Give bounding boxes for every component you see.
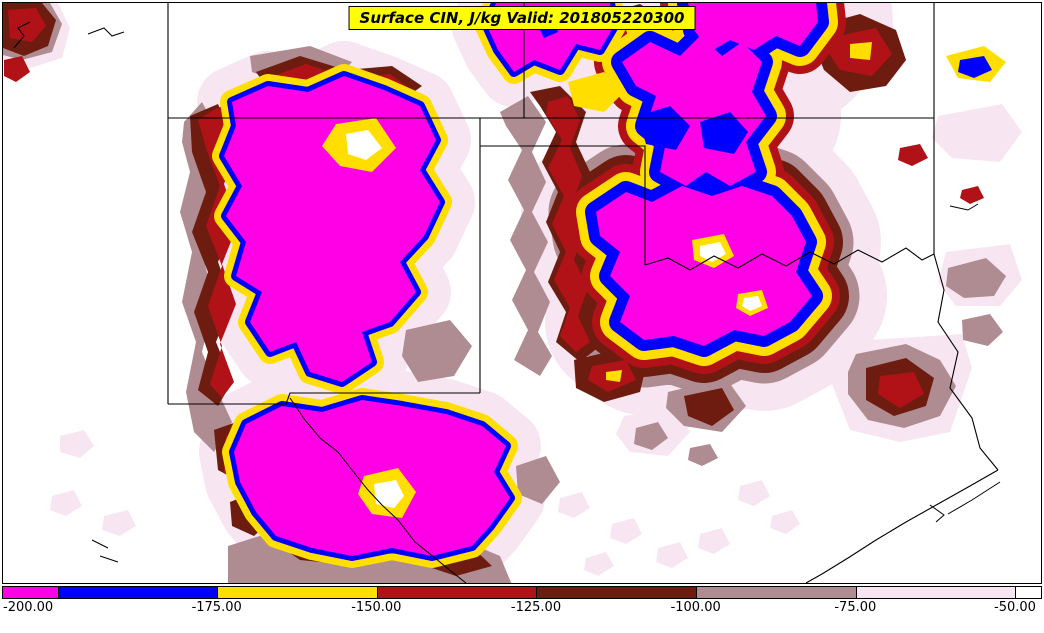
colorbar-tick-label: -125.00 [510,600,562,615]
map-panel [2,2,1042,584]
colorbar-tick-labels: -200.00 -175.00 -150.00 -125.00 -100.00 -75.0… [2,600,1040,620]
colorbar-tick-label: -150.00 [351,600,402,615]
colorbar-segment [536,587,696,598]
river-and-coast-details [13,21,1001,563]
state-borders [167,3,999,583]
colorbar-tick-label: -75.00 [834,600,877,615]
colorbar-segment [376,587,537,598]
colorbar-tick-label: -100.00 [670,600,721,615]
colorbar-tick-label: -175.00 [191,600,242,615]
colorbar-segment [1015,587,1042,598]
contour-crimson-patches [4,8,984,486]
cin-contour-map [3,3,1022,583]
colorbar-tick-label: -200.00 [3,600,54,615]
contour-pale-patches [3,3,1022,576]
colorbar-segment [855,587,1016,598]
colorbar-segment [57,587,218,598]
colorbar-segment [217,587,377,598]
plot-title: Surface CIN, J/kg Valid: 201805220300 [348,6,696,30]
colorbar [2,586,1042,599]
rio-grande-river [289,397,467,583]
colorbar-segment [3,587,58,598]
colorbar-tick-label: -50.00 [994,600,1036,615]
colorbar-segment [696,587,856,598]
contour-blue-speckles [536,18,992,154]
